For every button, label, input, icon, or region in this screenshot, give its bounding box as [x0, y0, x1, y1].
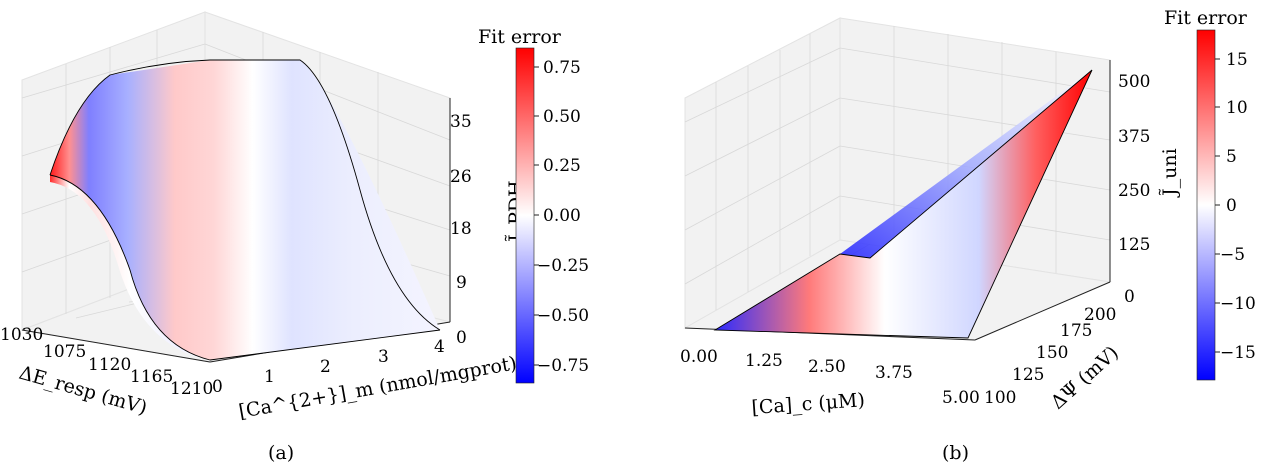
colorbar-a-tick-2: 0.25 — [543, 156, 581, 176]
colorbar-b-tick-4: −5 — [1220, 245, 1245, 265]
surface-a-bottom-edge — [49, 174, 441, 361]
y-tick-a-1: 1 — [264, 367, 275, 387]
colorbar-a — [515, 47, 535, 384]
x-tick-a-0: 1030 — [0, 325, 43, 345]
z-tick-b-2: 250 — [1118, 181, 1150, 201]
y-tick-a-2: 2 — [320, 357, 331, 377]
z-tick-b-0: 0 — [1124, 287, 1135, 307]
x-tick-b-1: 1.25 — [745, 351, 783, 371]
y-tick-b-4: 200 — [1084, 305, 1116, 325]
x-tick-a-3: 1165 — [130, 367, 173, 387]
surface-b — [715, 70, 1092, 338]
y-tick-a-4: 4 — [434, 337, 445, 357]
colorbar-a-tick-3: 0.00 — [543, 206, 581, 226]
colorbar-a-ticks — [534, 66, 539, 366]
z-tick-b-4: 500 — [1118, 72, 1150, 92]
z-label-b: J̃_uni — [1159, 148, 1181, 198]
colorbar-b-tick-6: −15 — [1220, 343, 1256, 363]
colorbar-b-tick-1: 10 — [1226, 98, 1248, 118]
colorbar-a-tick-5: −0.50 — [537, 306, 589, 326]
surface-a — [50, 60, 440, 360]
x-tick-a-2: 1120 — [88, 355, 131, 375]
x-axis-a — [21, 329, 211, 363]
panel-a: 1030 1075 1120 1165 1210 0 1 2 3 4 0 9 1… — [0, 11, 589, 464]
z-tick-a-4: 35 — [450, 112, 472, 132]
y-tick-b-1: 125 — [1012, 365, 1044, 385]
z-tick-a-3: 26 — [450, 167, 472, 187]
colorbar-b — [1196, 29, 1216, 381]
x-tick-b-0: 0.00 — [680, 347, 718, 367]
x-tick-b-3: 3.75 — [875, 363, 913, 383]
panel-label-a: (a) — [268, 442, 294, 464]
y-tick-a-0: 0 — [212, 377, 223, 397]
colorbar-b-tick-5: −10 — [1220, 294, 1256, 314]
y-tick-b-2: 150 — [1036, 343, 1068, 363]
colorbar-a-tick-4: −0.25 — [537, 256, 589, 276]
x-tick-b-2: 2.50 — [808, 357, 846, 377]
surface-b-top — [840, 70, 1092, 258]
x-label-b: [Ca]_c (μM) — [751, 389, 866, 419]
z-tick-a-0: 0 — [456, 328, 467, 348]
colorbar-b-tick-3: 0 — [1226, 196, 1237, 216]
z-tick-b-1: 125 — [1118, 235, 1150, 255]
y-tick-a-3: 3 — [378, 347, 389, 367]
x-tick-a-1: 1075 — [43, 342, 86, 362]
colorbar-b-tick-2: 5 — [1226, 147, 1237, 167]
z-tick-b-3: 375 — [1118, 127, 1150, 147]
surface-a-top-edge — [49, 59, 441, 331]
colorbar-a-tick-1: 0.50 — [543, 107, 581, 127]
colorbar-b-title: Fit error — [1164, 7, 1248, 29]
colorbar-a-tick-6: −0.75 — [537, 356, 589, 376]
y-axis-b — [974, 281, 1111, 341]
panel-b: 0.00 1.25 2.50 3.75 5.00 100 125 150 175… — [680, 7, 1256, 464]
x-tick-a-4: 1210 — [170, 379, 213, 399]
x-tick-b-4: 5.00 — [942, 388, 980, 408]
z-tick-a-2: 18 — [450, 219, 472, 239]
colorbar-b-ticks — [1215, 58, 1220, 353]
colorbar-b-tick-0: 15 — [1226, 50, 1248, 70]
y-tick-b-3: 175 — [1060, 321, 1092, 341]
surface-b-edge — [713, 69, 1093, 339]
y-tick-b-0: 100 — [984, 388, 1016, 408]
colorbar-a-title: Fit error — [478, 26, 562, 48]
colorbar-a-tick-0: 0.75 — [543, 58, 581, 78]
panel-label-b: (b) — [942, 442, 969, 464]
z-tick-a-1: 9 — [456, 273, 467, 293]
